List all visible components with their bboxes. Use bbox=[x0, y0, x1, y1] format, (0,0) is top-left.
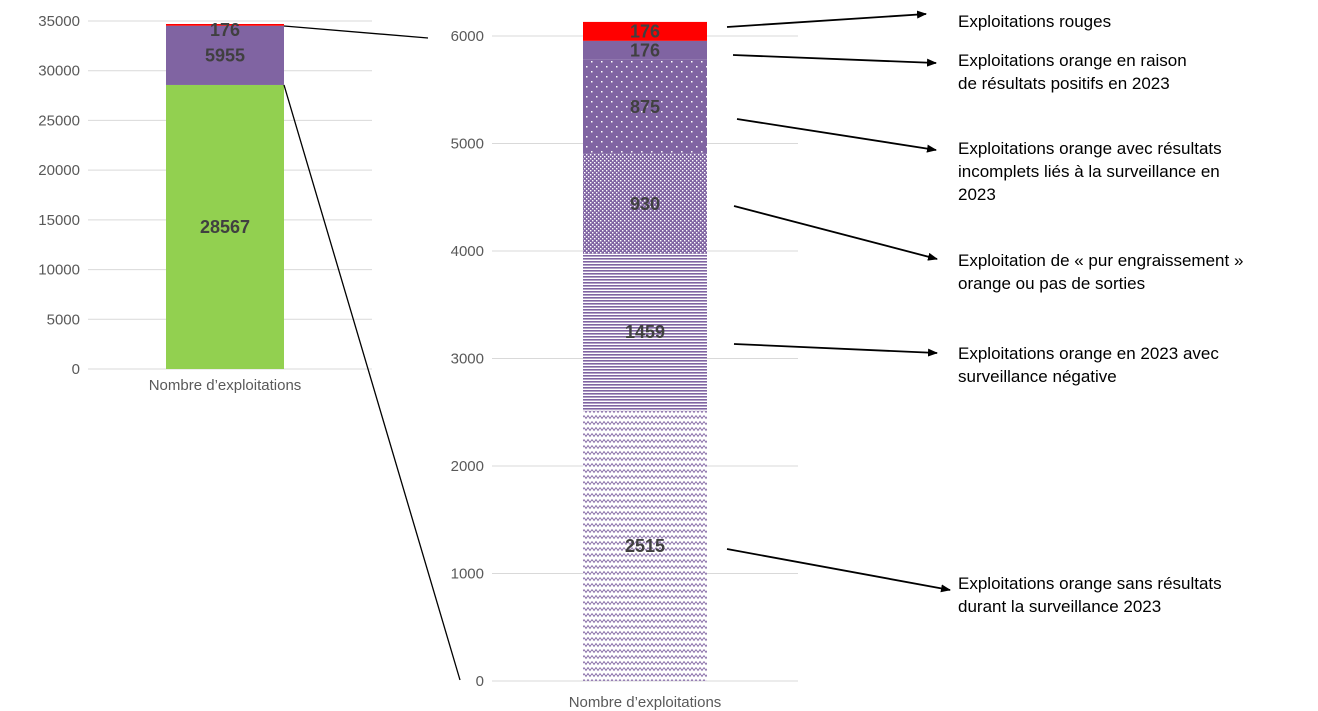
y-tick-label: 4000 bbox=[451, 243, 484, 260]
annotation-text: Exploitations orange en raison bbox=[958, 51, 1187, 70]
data-label: 28567 bbox=[200, 217, 250, 237]
y-tick-label: 2000 bbox=[451, 458, 484, 475]
annotation-arrow bbox=[726, 548, 951, 593]
x-category-label: Nombre d’exploitations bbox=[149, 377, 302, 394]
data-label: 176 bbox=[210, 20, 240, 40]
annotation-arrow bbox=[736, 118, 937, 153]
y-tick-label: 6000 bbox=[451, 28, 484, 45]
data-label: 930 bbox=[630, 194, 660, 214]
annotation-arrow bbox=[733, 343, 938, 357]
annotations: Exploitations rouges Exploitations orange… bbox=[726, 10, 1243, 616]
annotation-text: durant la surveillance 2023 bbox=[958, 597, 1161, 616]
y-tick-label: 5000 bbox=[47, 311, 80, 328]
annotation-text: incomplets liés à la surveillance en bbox=[958, 162, 1220, 181]
annotation-arrow bbox=[733, 205, 938, 261]
bar-segment bbox=[583, 59, 707, 154]
y-tick-label: 1000 bbox=[451, 566, 484, 583]
annotation-text: Exploitations orange avec résultats bbox=[958, 139, 1222, 158]
annotation-text: Exploitations orange en 2023 avec bbox=[958, 344, 1219, 363]
annotation-text: orange ou pas de sorties bbox=[958, 274, 1145, 293]
annotation-arrow bbox=[732, 54, 937, 67]
annotation-arrow bbox=[726, 10, 927, 28]
y-tick-label: 35000 bbox=[38, 13, 80, 30]
annotation-text: Exploitations rouges bbox=[958, 12, 1111, 31]
annotation-text: 2023 bbox=[958, 185, 996, 204]
y-tick-label: 5000 bbox=[451, 136, 484, 153]
annotation-text: Exploitation de « pur engraissement » bbox=[958, 251, 1243, 270]
data-label: 176 bbox=[630, 21, 660, 41]
data-label: 2515 bbox=[625, 536, 665, 556]
detail-chart: 0 1000 2000 3000 4000 5000 6000 2515 1459 930 875 1… bbox=[451, 21, 798, 711]
bar-segment bbox=[583, 40, 707, 60]
y-tick-label: 10000 bbox=[38, 262, 80, 279]
overview-chart: 0 5000 10000 15000 20000 25000 30000 35000 28567… bbox=[38, 13, 372, 394]
bar-segment bbox=[166, 25, 284, 85]
y-tick-label: 20000 bbox=[38, 162, 80, 179]
y-tick-label: 25000 bbox=[38, 112, 80, 129]
connector-line bbox=[283, 25, 429, 39]
data-label: 1459 bbox=[625, 322, 665, 342]
annotation-text: surveillance négative bbox=[958, 367, 1117, 386]
y-tick-label: 15000 bbox=[38, 212, 80, 229]
bar-segment bbox=[166, 24, 284, 26]
y-tick-label: 3000 bbox=[451, 351, 484, 368]
zoom-connector-lines bbox=[283, 25, 461, 681]
bar-segment bbox=[583, 253, 707, 411]
bar-segment bbox=[166, 84, 284, 369]
data-label: 176 bbox=[630, 40, 660, 60]
y-tick-label: 30000 bbox=[38, 63, 80, 80]
y-tick-label: 0 bbox=[476, 673, 484, 690]
annotation-text: de résultats positifs en 2023 bbox=[958, 74, 1170, 93]
connector-line bbox=[283, 84, 461, 681]
bar-segment bbox=[583, 410, 707, 681]
y-tick-label: 0 bbox=[72, 361, 80, 378]
annotation-text: Exploitations orange sans résultats bbox=[958, 574, 1222, 593]
data-label: 5955 bbox=[205, 45, 245, 65]
data-label: 875 bbox=[630, 97, 660, 117]
bar-segment bbox=[583, 153, 707, 254]
x-category-label: Nombre d’exploitations bbox=[569, 694, 722, 711]
bar-segment bbox=[583, 21, 707, 41]
